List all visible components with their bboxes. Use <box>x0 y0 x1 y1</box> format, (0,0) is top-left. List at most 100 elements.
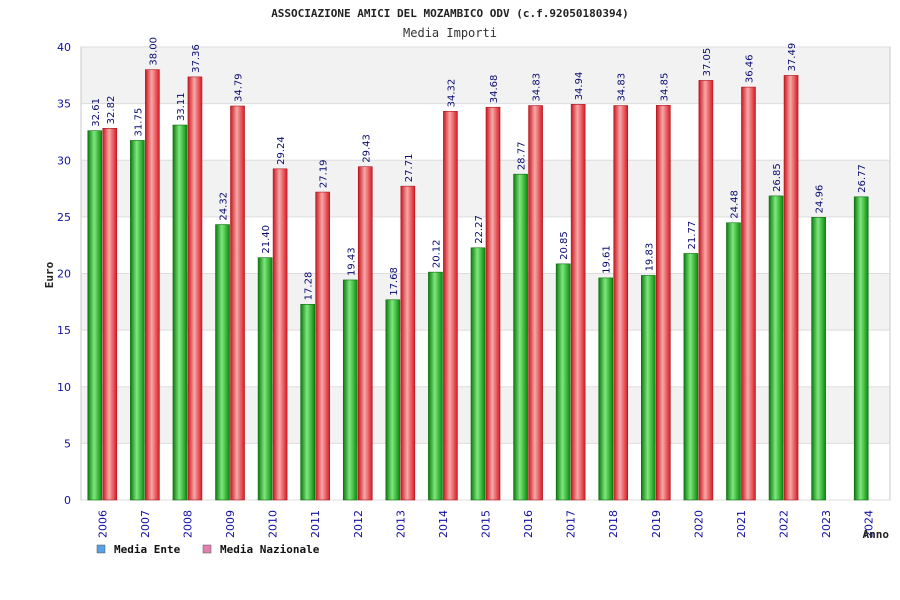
x-tick-label: 2018 <box>607 510 620 538</box>
bar-media-ente <box>342 279 358 501</box>
bar-media-nazionale <box>528 105 543 501</box>
data-label: 34.68 <box>489 75 500 104</box>
bar-media-nazionale <box>315 191 330 501</box>
y-tick-label: 15 <box>57 324 71 337</box>
bar-media-nazionale <box>570 104 586 501</box>
data-label: 29.24 <box>276 136 287 165</box>
x-tick-label: 2008 <box>181 510 194 538</box>
data-label: 21.77 <box>687 221 698 250</box>
bar-media-nazionale <box>230 105 245 501</box>
bar-media-ente <box>130 140 145 501</box>
x-tick-label: 2020 <box>692 510 705 538</box>
x-tick-label: 2006 <box>96 510 109 538</box>
data-label: 19.83 <box>644 243 655 272</box>
data-label: 38.00 <box>148 37 159 66</box>
bar-media-ente <box>598 277 614 501</box>
x-tick-label: 2011 <box>309 510 322 538</box>
bar-media-nazionale <box>400 185 416 501</box>
bar-media-nazionale <box>102 128 118 501</box>
data-label: 22.27 <box>474 215 485 244</box>
data-label: 36.46 <box>744 54 755 83</box>
legend-label-media-nazionale: Media Nazionale <box>220 543 320 556</box>
bar-media-nazionale <box>698 80 714 501</box>
data-label: 32.61 <box>91 98 102 127</box>
y-tick-label: 10 <box>57 381 71 394</box>
bar-media-ente <box>215 224 230 501</box>
data-label: 37.05 <box>702 48 713 77</box>
x-tick-label: 2009 <box>224 510 237 538</box>
legend-item-media-ente: Media Ente <box>96 543 181 556</box>
bar-media-ente <box>683 253 699 501</box>
bar-media-ente <box>172 124 188 501</box>
plot-band <box>81 273 890 331</box>
data-label: 28.77 <box>517 142 528 171</box>
x-tick-label: 2012 <box>352 510 365 538</box>
bar-media-ente <box>257 257 273 501</box>
data-label: 21.40 <box>261 225 272 254</box>
bar-media-nazionale <box>485 106 501 501</box>
data-label: 31.75 <box>133 108 144 137</box>
bars-group <box>87 69 869 501</box>
bar-media-ente <box>300 304 315 501</box>
bar-media-nazionale <box>187 76 203 501</box>
y-tick-label: 25 <box>57 211 71 224</box>
data-label: 34.94 <box>574 72 585 101</box>
legend-item-media-nazionale: Media Nazionale <box>202 543 320 556</box>
bar-media-ente <box>87 130 103 501</box>
data-label: 29.43 <box>361 134 372 163</box>
legend: Media Ente Media Nazionale <box>96 543 320 556</box>
data-label: 34.85 <box>659 73 670 102</box>
data-label: 26.85 <box>772 163 783 192</box>
bar-media-nazionale <box>357 166 373 501</box>
data-label: 17.68 <box>389 267 400 296</box>
chart-subtitle: Media Importi <box>403 26 497 40</box>
data-label: 24.96 <box>815 185 826 214</box>
bar-media-nazionale <box>613 105 629 501</box>
plot-band <box>81 216 890 274</box>
data-label: 27.19 <box>319 159 330 188</box>
bar-media-nazionale <box>145 69 160 501</box>
bar-media-nazionale <box>272 168 288 501</box>
legend-label-media-ente: Media Ente <box>114 543 181 556</box>
bar-media-ente <box>428 271 443 501</box>
data-label: 34.32 <box>446 79 457 108</box>
data-label: 33.11 <box>176 92 187 121</box>
y-axis-ticks: 0 5 10 15 20 25 30 35 40 <box>57 41 71 507</box>
x-tick-label: 2019 <box>650 510 663 538</box>
data-label: 37.49 <box>787 43 798 72</box>
x-tick-label: 2021 <box>735 510 748 538</box>
data-label: 24.48 <box>729 190 740 219</box>
bar-media-ente <box>513 173 528 501</box>
bar-media-nazionale <box>656 105 671 501</box>
bar-media-ente <box>811 217 826 501</box>
bar-media-ente <box>385 299 401 501</box>
y-tick-label: 0 <box>64 494 71 507</box>
bar-media-ente <box>555 263 571 501</box>
data-label: 34.83 <box>532 73 543 102</box>
bar-media-ente <box>768 195 784 501</box>
x-tick-label: 2024 <box>863 510 876 538</box>
data-label: 37.36 <box>191 44 202 73</box>
bar-media-nazionale <box>783 75 799 501</box>
plot-band <box>81 386 890 444</box>
plot-band <box>81 443 890 500</box>
bar-media-nazionale <box>443 111 458 501</box>
x-tick-label: 2016 <box>522 510 535 538</box>
data-label: 19.61 <box>602 245 613 274</box>
bar-media-nazionale <box>741 86 756 501</box>
data-label: 26.77 <box>857 164 868 193</box>
y-tick-label: 30 <box>57 154 71 167</box>
y-tick-label: 40 <box>57 41 71 54</box>
data-label: 27.71 <box>404 154 415 183</box>
data-label: 34.79 <box>234 73 245 102</box>
x-tick-label: 2022 <box>778 510 791 538</box>
bar-media-ente <box>641 275 656 501</box>
data-label: 17.28 <box>304 272 315 301</box>
bar-media-ente <box>853 196 869 501</box>
bar-media-ente <box>470 247 486 501</box>
y-axis-title: Euro <box>43 261 56 288</box>
y-tick-label: 20 <box>57 268 71 281</box>
y-tick-label: 35 <box>57 98 71 111</box>
chart-title: ASSOCIAZIONE AMICI DEL MOZAMBICO ODV (c.… <box>271 7 629 20</box>
x-tick-label: 2015 <box>480 510 493 538</box>
